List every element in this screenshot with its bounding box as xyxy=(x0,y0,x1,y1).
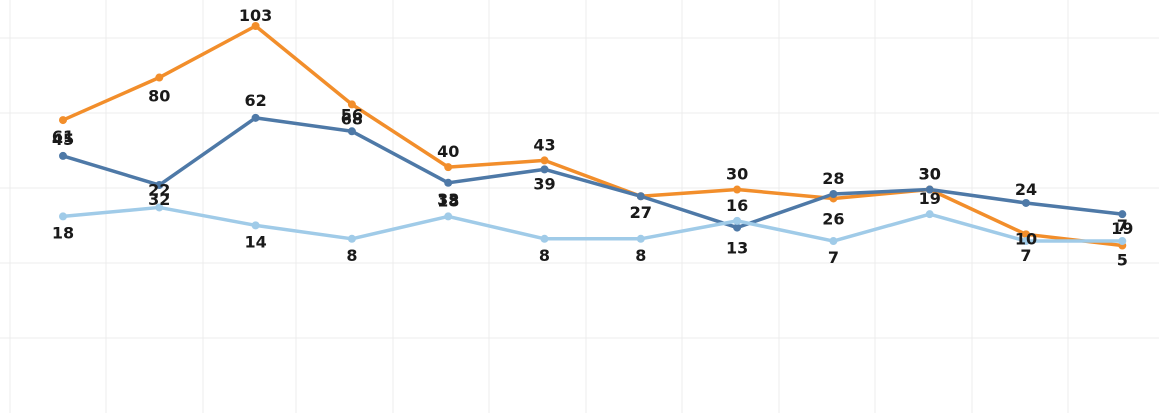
data-point xyxy=(1022,237,1030,246)
data-label: 30 xyxy=(919,165,941,184)
data-point xyxy=(1022,198,1030,207)
data-label: 61 xyxy=(52,127,74,146)
series-line-2 xyxy=(62,116,1123,230)
data-point xyxy=(733,223,742,232)
data-label: 30 xyxy=(919,165,941,184)
data-point xyxy=(251,221,260,230)
data-point xyxy=(540,156,549,165)
data-label: 56 xyxy=(341,105,363,124)
data-label: 5 xyxy=(1117,251,1128,270)
data-label: 103 xyxy=(239,6,272,25)
data-label: 16 xyxy=(726,196,748,215)
data-label: 14 xyxy=(244,232,266,251)
data-point xyxy=(347,100,356,109)
data-point xyxy=(1118,210,1127,219)
data-label: 68 xyxy=(341,109,363,128)
data-point xyxy=(444,212,453,221)
data-point xyxy=(347,234,356,243)
data-point xyxy=(59,116,67,125)
data-label: 39 xyxy=(533,174,555,193)
data-point xyxy=(59,151,67,160)
data-point xyxy=(155,73,164,82)
data-label: 13 xyxy=(726,239,748,258)
series-line-1 xyxy=(62,24,1123,248)
data-point xyxy=(925,185,934,194)
data-point xyxy=(540,234,549,243)
data-point xyxy=(733,216,742,225)
data-point xyxy=(540,165,549,174)
data-label: 62 xyxy=(244,91,266,110)
data-label: 24 xyxy=(1015,180,1037,199)
data-label: 7 xyxy=(1020,246,1031,265)
data-label: 45 xyxy=(52,130,74,149)
data-point xyxy=(347,127,356,136)
series-lines xyxy=(62,24,1123,248)
data-label: 43 xyxy=(533,135,555,154)
data-point xyxy=(829,190,838,198)
series-line-3 xyxy=(62,205,1123,243)
data-label: 19 xyxy=(1111,219,1133,238)
data-point xyxy=(636,192,645,201)
data-label: 7 xyxy=(828,248,839,267)
data-label: 80 xyxy=(148,87,170,106)
data-label: 19 xyxy=(919,189,941,208)
data-point xyxy=(733,185,742,194)
data-point xyxy=(251,113,260,122)
data-point xyxy=(925,210,934,219)
data-label: 30 xyxy=(726,165,748,184)
data-label: 28 xyxy=(822,169,844,188)
data-point xyxy=(59,212,67,221)
data-point xyxy=(636,234,645,243)
data-label: 27 xyxy=(630,203,652,222)
data-label: 18 xyxy=(52,223,74,242)
data-label: 27 xyxy=(630,203,652,222)
data-label: 8 xyxy=(635,246,646,265)
data-point xyxy=(1118,237,1127,246)
data-label: 22 xyxy=(148,180,170,199)
data-point xyxy=(155,203,164,212)
data-label: 8 xyxy=(539,246,550,265)
data-points xyxy=(59,22,1127,250)
data-label: 10 xyxy=(1015,229,1037,248)
data-point xyxy=(829,237,838,246)
data-point xyxy=(444,178,453,187)
data-point xyxy=(251,22,260,30)
data-label: 40 xyxy=(437,142,459,161)
data-point xyxy=(155,181,164,190)
data-label: 33 xyxy=(437,190,459,209)
data-point xyxy=(1022,230,1030,239)
data-label: 32 xyxy=(148,190,170,209)
data-label: 8 xyxy=(346,246,357,265)
data-point xyxy=(444,163,453,172)
data-label: 18 xyxy=(437,191,459,210)
data-label: 26 xyxy=(822,209,844,228)
data-label: 7 xyxy=(1117,216,1128,235)
